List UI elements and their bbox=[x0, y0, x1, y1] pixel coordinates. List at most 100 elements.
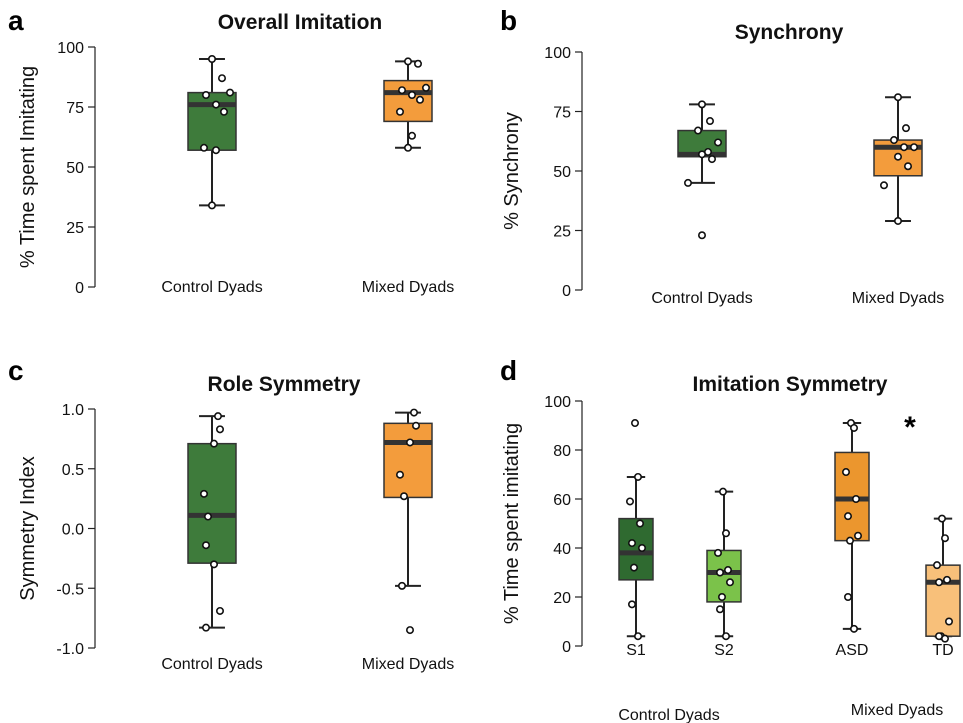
data-point bbox=[627, 600, 636, 609]
y-tick-label: 100 bbox=[57, 40, 84, 57]
data-point bbox=[683, 178, 692, 187]
data-point bbox=[853, 531, 862, 540]
box-0 bbox=[187, 412, 237, 632]
x-category-label: S2 bbox=[714, 642, 734, 659]
data-point bbox=[893, 216, 902, 225]
y-axis-label: % Time spent imitating bbox=[501, 423, 523, 624]
data-point bbox=[405, 626, 414, 635]
iqr-box bbox=[187, 91, 237, 151]
data-point bbox=[697, 231, 706, 240]
data-point bbox=[635, 519, 644, 528]
y-axis-label: Symmetry Index bbox=[17, 456, 39, 600]
y-tick-label: 75 bbox=[66, 100, 84, 117]
panel-d: d Imitation Symmetry % Time spent imitatin… bbox=[500, 355, 961, 723]
data-point bbox=[715, 568, 724, 577]
data-point bbox=[625, 497, 634, 506]
data-point bbox=[627, 539, 636, 548]
data-point bbox=[411, 421, 420, 430]
data-point bbox=[841, 468, 850, 477]
x-group-label: Mixed Dyads bbox=[851, 702, 943, 719]
data-point bbox=[202, 623, 211, 632]
data-point bbox=[407, 91, 416, 100]
data-point bbox=[693, 126, 702, 135]
data-point bbox=[717, 592, 726, 601]
data-point bbox=[216, 425, 225, 434]
data-point bbox=[893, 93, 902, 102]
y-tick-label: 0 bbox=[75, 280, 84, 297]
data-point bbox=[944, 617, 953, 626]
data-point bbox=[403, 143, 412, 152]
y-tick-label: 80 bbox=[553, 443, 571, 460]
chart-title: Role Symmetry bbox=[208, 373, 361, 396]
data-point bbox=[633, 632, 642, 641]
data-point bbox=[697, 150, 706, 159]
data-point bbox=[942, 575, 951, 584]
data-point bbox=[405, 438, 414, 447]
panel-label: d bbox=[500, 355, 517, 386]
data-point bbox=[899, 143, 908, 152]
iqr-box bbox=[383, 79, 433, 123]
data-point bbox=[721, 632, 730, 641]
data-point bbox=[226, 88, 235, 97]
box-0 bbox=[187, 54, 237, 210]
data-point bbox=[395, 470, 404, 479]
data-point bbox=[849, 624, 858, 633]
y-tick-label: 25 bbox=[553, 224, 571, 241]
y-tick-label: 0 bbox=[562, 283, 571, 300]
x-category-label: TD bbox=[932, 642, 953, 659]
data-point bbox=[637, 543, 646, 552]
data-point bbox=[413, 59, 422, 68]
iqr-box bbox=[706, 549, 742, 603]
data-point bbox=[415, 95, 424, 104]
x-category-label: S1 bbox=[626, 642, 646, 659]
x-category-label: Control Dyads bbox=[161, 656, 262, 673]
data-point bbox=[202, 91, 211, 100]
y-tick-label: 40 bbox=[553, 541, 571, 558]
box-3 bbox=[925, 514, 961, 643]
chart-title: Synchrony bbox=[735, 21, 844, 44]
y-tick-label: 20 bbox=[553, 590, 571, 607]
y-tick-label: 100 bbox=[544, 394, 571, 411]
data-point bbox=[851, 494, 860, 503]
significance-marker: * bbox=[904, 411, 916, 444]
y-tick-label: 0.0 bbox=[62, 522, 84, 539]
chart-title: Imitation Symmetry bbox=[693, 373, 888, 396]
data-point bbox=[845, 536, 854, 545]
x-category-label: Mixed Dyads bbox=[362, 656, 454, 673]
data-point bbox=[218, 74, 227, 83]
data-point bbox=[843, 512, 852, 521]
data-point bbox=[208, 54, 217, 63]
data-point bbox=[409, 408, 418, 417]
y-tick-label: -1.0 bbox=[56, 641, 84, 658]
data-point bbox=[713, 138, 722, 147]
y-tick-label: 1.0 bbox=[62, 402, 84, 419]
y-tick-label: 60 bbox=[553, 492, 571, 509]
y-tick-label: 25 bbox=[66, 220, 84, 237]
panel-label: c bbox=[8, 355, 24, 386]
y-axis-label: % Time spent Imitating bbox=[17, 66, 39, 268]
data-point bbox=[901, 124, 910, 133]
data-point bbox=[909, 143, 918, 152]
data-point bbox=[889, 136, 898, 145]
data-point bbox=[932, 561, 941, 570]
box-1 bbox=[383, 57, 433, 152]
data-point bbox=[399, 492, 408, 501]
y-axis-label: % Synchrony bbox=[501, 112, 523, 230]
data-point bbox=[940, 634, 949, 643]
box-1 bbox=[873, 93, 923, 225]
y-tick-label: 0.5 bbox=[62, 462, 84, 479]
box-0 bbox=[618, 419, 654, 641]
data-point bbox=[940, 534, 949, 543]
data-point bbox=[725, 578, 734, 587]
data-point bbox=[200, 489, 209, 498]
data-point bbox=[210, 560, 219, 569]
box-1 bbox=[706, 487, 742, 641]
data-point bbox=[707, 155, 716, 164]
data-point bbox=[903, 162, 912, 171]
panel-b: b Synchrony % Synchrony 0 25 50 75 100 Control D… bbox=[500, 5, 944, 307]
box-2 bbox=[834, 419, 870, 633]
x-category-label: Control Dyads bbox=[651, 290, 752, 307]
x-group-label: Control Dyads bbox=[618, 707, 719, 723]
data-point bbox=[879, 181, 888, 190]
data-point bbox=[210, 439, 219, 448]
